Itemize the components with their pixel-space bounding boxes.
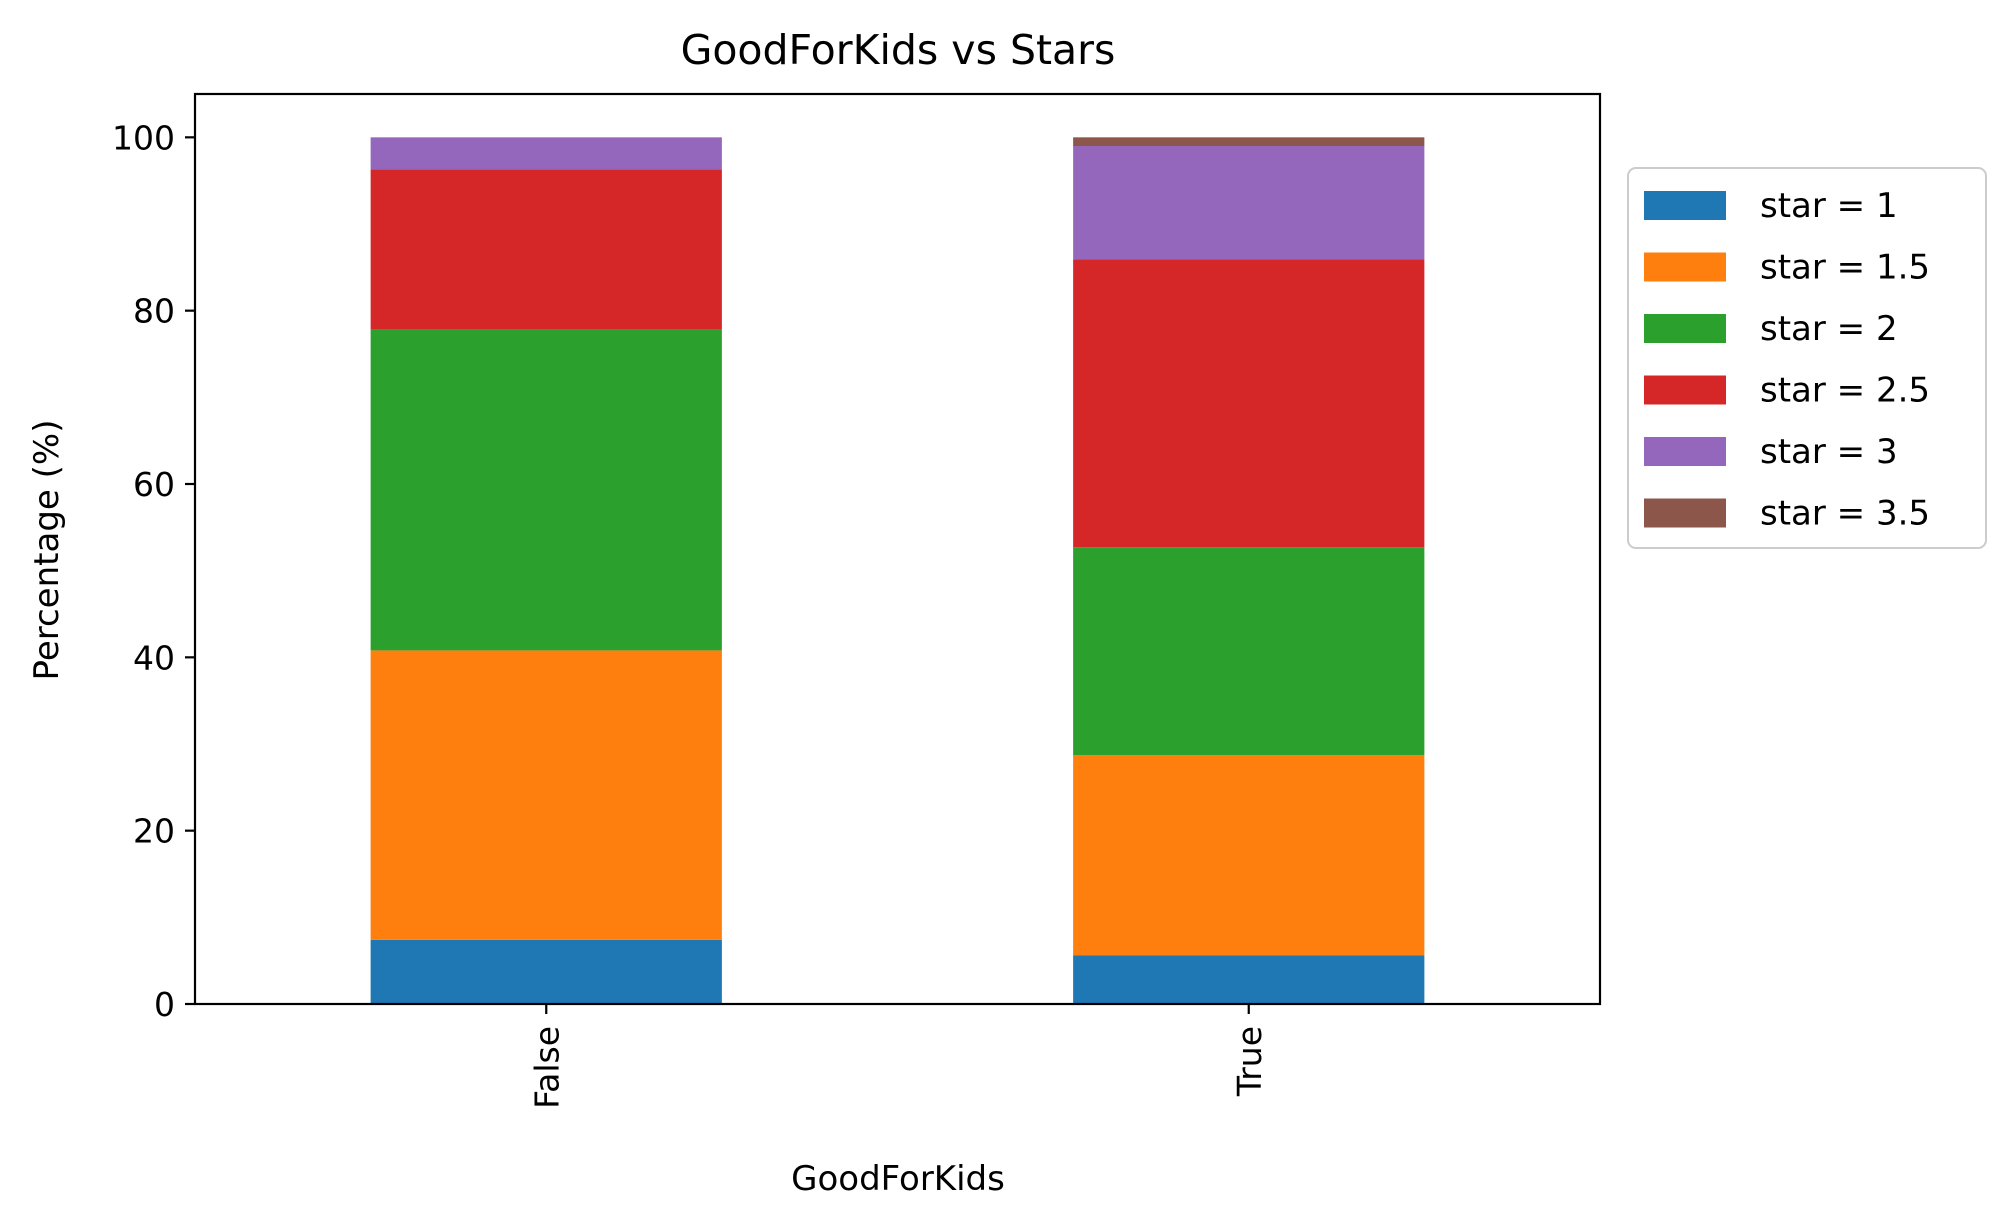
legend: star = 1 star = 1.5 star = 2 star = 2.5 star… (1627, 167, 1987, 549)
bar-segment-1-5 (1073, 137, 1425, 146)
legend-label-0: star = 1 (1760, 186, 1898, 226)
bar-segment-0-0 (370, 939, 722, 1004)
legend-label-3: star = 2.5 (1760, 371, 1930, 411)
plot-frame (193, 92, 1602, 1006)
legend-swatch-4 (1644, 437, 1726, 466)
x-tick-label-0: False (527, 1026, 566, 1109)
bar-segment-1-4 (1073, 146, 1425, 260)
legend-label-5: star = 3.5 (1760, 494, 1930, 534)
bar-segment-0-4 (370, 137, 722, 170)
legend-swatch-0 (1644, 191, 1726, 220)
bar-segment-1-1 (1073, 755, 1425, 956)
bar-segment-0-2 (370, 329, 722, 651)
legend-swatch-2 (1644, 314, 1726, 343)
bar-segment-1-3 (1073, 259, 1425, 548)
y-tick-label-5: 100 (112, 118, 175, 157)
bars-layer (370, 137, 1425, 1004)
y-tick-label-3: 60 (133, 465, 175, 504)
bar-segment-0-3 (370, 169, 722, 330)
y-tick-label-0: 0 (154, 985, 175, 1024)
legend-swatch-1 (1644, 252, 1726, 282)
y-axis-label: Percentage (%) (27, 420, 67, 681)
y-tick-label-1: 20 (133, 812, 175, 851)
x-axis-label: GoodForKids (791, 1159, 1005, 1199)
bar-segment-1-0 (1073, 955, 1425, 1004)
bar-segment-0-1 (370, 650, 722, 940)
chart-title: GoodForKids vs Stars (681, 26, 1116, 74)
axes-layer: 0 20 40 60 80 100 False True (112, 92, 1602, 1109)
legend-swatch-3 (1644, 375, 1726, 405)
legend-label-2: star = 2 (1760, 309, 1898, 349)
legend-label-1: star = 1.5 (1760, 248, 1930, 288)
bar-segment-1-2 (1073, 547, 1425, 756)
x-tick-label-1: True (1230, 1026, 1269, 1097)
y-tick-label-4: 80 (133, 292, 175, 331)
legend-label-4: star = 3 (1760, 432, 1898, 472)
y-tick-label-2: 40 (133, 638, 175, 677)
legend-swatch-5 (1644, 498, 1726, 528)
